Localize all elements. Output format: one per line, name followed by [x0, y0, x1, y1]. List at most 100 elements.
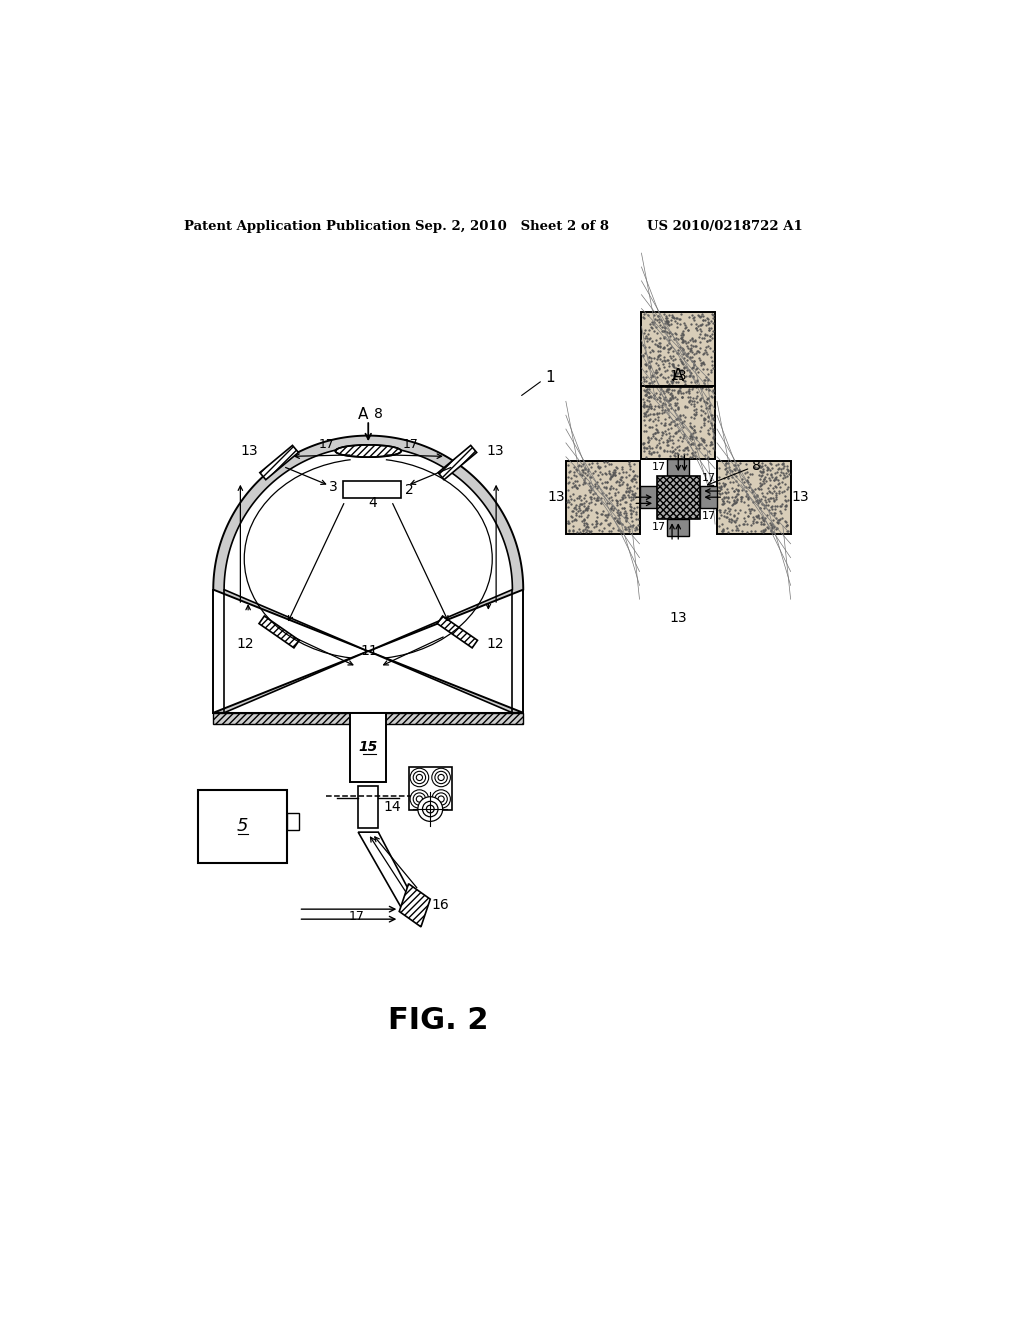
Point — [583, 499, 599, 520]
Point — [663, 326, 679, 347]
Point — [694, 352, 711, 374]
Point — [706, 312, 722, 333]
Point — [771, 510, 787, 531]
Point — [714, 521, 730, 543]
Point — [690, 306, 707, 327]
Point — [594, 504, 610, 525]
Point — [654, 321, 671, 342]
Point — [753, 462, 769, 483]
Point — [572, 490, 589, 511]
Point — [658, 310, 675, 331]
Point — [675, 343, 691, 364]
Point — [700, 370, 717, 391]
Point — [659, 380, 676, 401]
Bar — [287, 813, 299, 830]
Point — [655, 354, 672, 375]
Point — [777, 462, 794, 483]
Point — [692, 331, 709, 352]
Point — [735, 492, 752, 513]
Point — [641, 356, 657, 378]
Point — [606, 498, 623, 519]
Point — [561, 520, 578, 541]
Point — [677, 438, 693, 459]
Point — [684, 342, 700, 363]
Point — [597, 504, 613, 525]
Point — [762, 512, 778, 533]
Point — [673, 327, 689, 348]
Point — [625, 500, 641, 521]
Point — [656, 337, 673, 358]
Point — [660, 378, 677, 399]
Point — [566, 475, 583, 496]
Point — [675, 339, 691, 360]
Point — [766, 502, 782, 523]
Point — [673, 313, 689, 334]
Point — [565, 515, 582, 536]
Point — [736, 462, 753, 483]
Point — [680, 338, 696, 359]
Point — [780, 463, 797, 484]
Point — [608, 471, 625, 492]
Point — [611, 502, 628, 523]
Point — [628, 471, 644, 492]
Point — [757, 466, 773, 487]
Point — [721, 457, 737, 478]
Point — [581, 454, 597, 475]
Point — [659, 429, 676, 450]
Point — [688, 388, 705, 409]
Point — [754, 520, 770, 541]
Point — [652, 412, 669, 433]
Point — [674, 411, 690, 432]
Point — [575, 512, 592, 533]
Point — [689, 370, 706, 391]
Point — [719, 507, 735, 528]
Point — [751, 490, 767, 511]
Point — [740, 487, 757, 508]
Point — [639, 385, 655, 407]
Point — [655, 327, 672, 348]
Point — [608, 471, 625, 492]
Point — [604, 462, 621, 483]
Point — [641, 387, 657, 408]
Point — [641, 346, 657, 367]
Point — [567, 510, 584, 531]
Point — [574, 500, 591, 521]
Point — [600, 515, 616, 536]
Point — [655, 440, 672, 461]
Point — [662, 413, 678, 434]
Point — [728, 510, 744, 531]
Point — [771, 457, 787, 478]
Point — [681, 330, 697, 351]
Point — [602, 475, 618, 496]
Point — [684, 426, 700, 447]
Point — [779, 515, 796, 536]
Point — [636, 405, 652, 426]
Point — [680, 432, 696, 453]
Point — [680, 381, 696, 403]
Point — [607, 461, 624, 482]
Point — [688, 359, 705, 380]
Point — [662, 333, 678, 354]
Point — [694, 352, 711, 374]
Point — [675, 321, 691, 342]
Point — [663, 337, 679, 358]
Point — [568, 459, 585, 480]
Point — [585, 483, 601, 504]
Point — [609, 504, 626, 525]
Point — [766, 469, 782, 490]
Point — [770, 511, 786, 532]
Point — [759, 459, 775, 480]
Point — [696, 339, 713, 360]
Point — [671, 397, 687, 418]
Point — [675, 383, 691, 404]
Point — [764, 467, 780, 488]
Point — [620, 484, 636, 506]
Point — [590, 490, 606, 511]
Point — [649, 322, 666, 343]
Point — [588, 511, 604, 532]
Point — [762, 453, 778, 474]
Point — [646, 428, 663, 449]
Point — [696, 429, 713, 450]
Point — [706, 420, 722, 441]
Point — [644, 416, 660, 437]
